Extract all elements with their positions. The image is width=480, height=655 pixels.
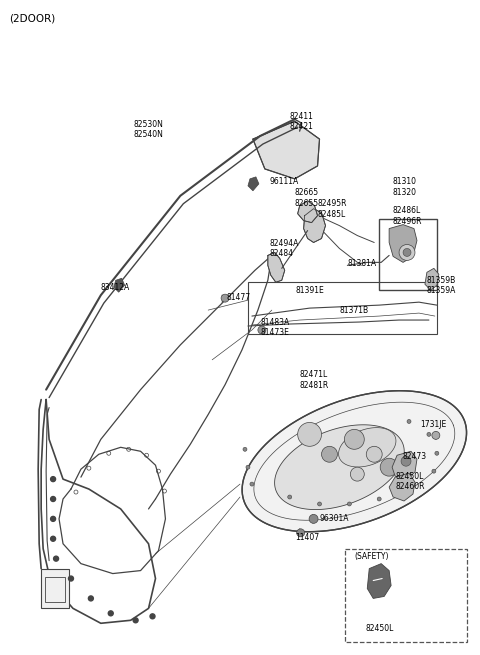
Polygon shape bbox=[392, 451, 417, 479]
Circle shape bbox=[403, 248, 411, 256]
Text: 83412A: 83412A bbox=[101, 283, 130, 292]
Text: 82495R
82485L: 82495R 82485L bbox=[318, 199, 347, 219]
Text: 82665
82655: 82665 82655 bbox=[295, 188, 319, 208]
Circle shape bbox=[298, 422, 322, 446]
Text: 82473: 82473 bbox=[402, 452, 426, 461]
Circle shape bbox=[344, 430, 364, 449]
Polygon shape bbox=[367, 563, 391, 599]
Circle shape bbox=[221, 294, 229, 302]
Text: 82471L
82481R: 82471L 82481R bbox=[300, 370, 329, 390]
Circle shape bbox=[366, 446, 382, 462]
Circle shape bbox=[377, 497, 381, 501]
Text: 82411
82421: 82411 82421 bbox=[290, 112, 313, 131]
Circle shape bbox=[150, 614, 155, 619]
Circle shape bbox=[50, 477, 56, 481]
Circle shape bbox=[318, 502, 322, 506]
Circle shape bbox=[88, 596, 93, 601]
Polygon shape bbox=[248, 177, 259, 191]
Circle shape bbox=[427, 432, 431, 436]
Polygon shape bbox=[425, 269, 439, 290]
Circle shape bbox=[350, 467, 364, 481]
Polygon shape bbox=[389, 225, 417, 263]
Bar bbox=[346, 549, 467, 642]
Circle shape bbox=[432, 432, 440, 440]
Text: 81477: 81477 bbox=[226, 293, 250, 302]
Bar bbox=[41, 569, 69, 608]
Circle shape bbox=[108, 611, 113, 616]
Text: 96301A: 96301A bbox=[320, 514, 349, 523]
Polygon shape bbox=[304, 209, 325, 242]
Circle shape bbox=[407, 487, 411, 491]
Text: 1731JE: 1731JE bbox=[420, 421, 446, 430]
Polygon shape bbox=[389, 473, 415, 501]
Text: 96111A: 96111A bbox=[270, 177, 299, 186]
Circle shape bbox=[297, 529, 305, 537]
Circle shape bbox=[246, 465, 250, 469]
Circle shape bbox=[258, 326, 266, 334]
Circle shape bbox=[50, 536, 56, 541]
Circle shape bbox=[407, 419, 411, 423]
Circle shape bbox=[69, 576, 73, 581]
Circle shape bbox=[322, 446, 337, 462]
Text: 82530N
82540N: 82530N 82540N bbox=[133, 120, 164, 139]
Bar bbox=[379, 219, 437, 290]
Circle shape bbox=[50, 496, 56, 502]
Text: 81371B: 81371B bbox=[339, 306, 369, 315]
Bar bbox=[248, 282, 437, 334]
Circle shape bbox=[309, 514, 318, 523]
Text: 82450L
82460R: 82450L 82460R bbox=[395, 472, 425, 491]
Text: 82486L
82496R: 82486L 82496R bbox=[392, 206, 421, 225]
Text: 82450L: 82450L bbox=[365, 624, 394, 633]
Circle shape bbox=[435, 451, 439, 455]
Polygon shape bbox=[298, 200, 318, 223]
Polygon shape bbox=[275, 425, 404, 510]
Text: (SAFETY): (SAFETY) bbox=[354, 552, 389, 561]
Polygon shape bbox=[114, 278, 125, 292]
Circle shape bbox=[380, 458, 398, 476]
Polygon shape bbox=[268, 252, 285, 282]
Polygon shape bbox=[338, 428, 396, 467]
Circle shape bbox=[401, 457, 411, 466]
Polygon shape bbox=[253, 121, 320, 179]
Circle shape bbox=[250, 482, 254, 486]
Text: 81381A: 81381A bbox=[348, 259, 376, 269]
Polygon shape bbox=[242, 391, 467, 532]
Circle shape bbox=[288, 495, 292, 499]
Circle shape bbox=[432, 469, 436, 473]
Circle shape bbox=[133, 618, 138, 623]
Circle shape bbox=[54, 556, 59, 561]
Text: (2DOOR): (2DOOR) bbox=[9, 14, 56, 24]
Text: 82494A
82484: 82494A 82484 bbox=[270, 239, 299, 259]
Circle shape bbox=[50, 516, 56, 521]
Bar bbox=[45, 576, 65, 603]
Circle shape bbox=[399, 244, 415, 261]
Text: 81359B
81359A: 81359B 81359A bbox=[427, 276, 456, 295]
Circle shape bbox=[243, 447, 247, 451]
Text: 11407: 11407 bbox=[296, 533, 320, 542]
Text: 81483A
81473E: 81483A 81473E bbox=[261, 318, 290, 337]
Text: 81310
81320: 81310 81320 bbox=[392, 178, 416, 196]
Text: 81391E: 81391E bbox=[296, 286, 324, 295]
Circle shape bbox=[348, 502, 351, 506]
